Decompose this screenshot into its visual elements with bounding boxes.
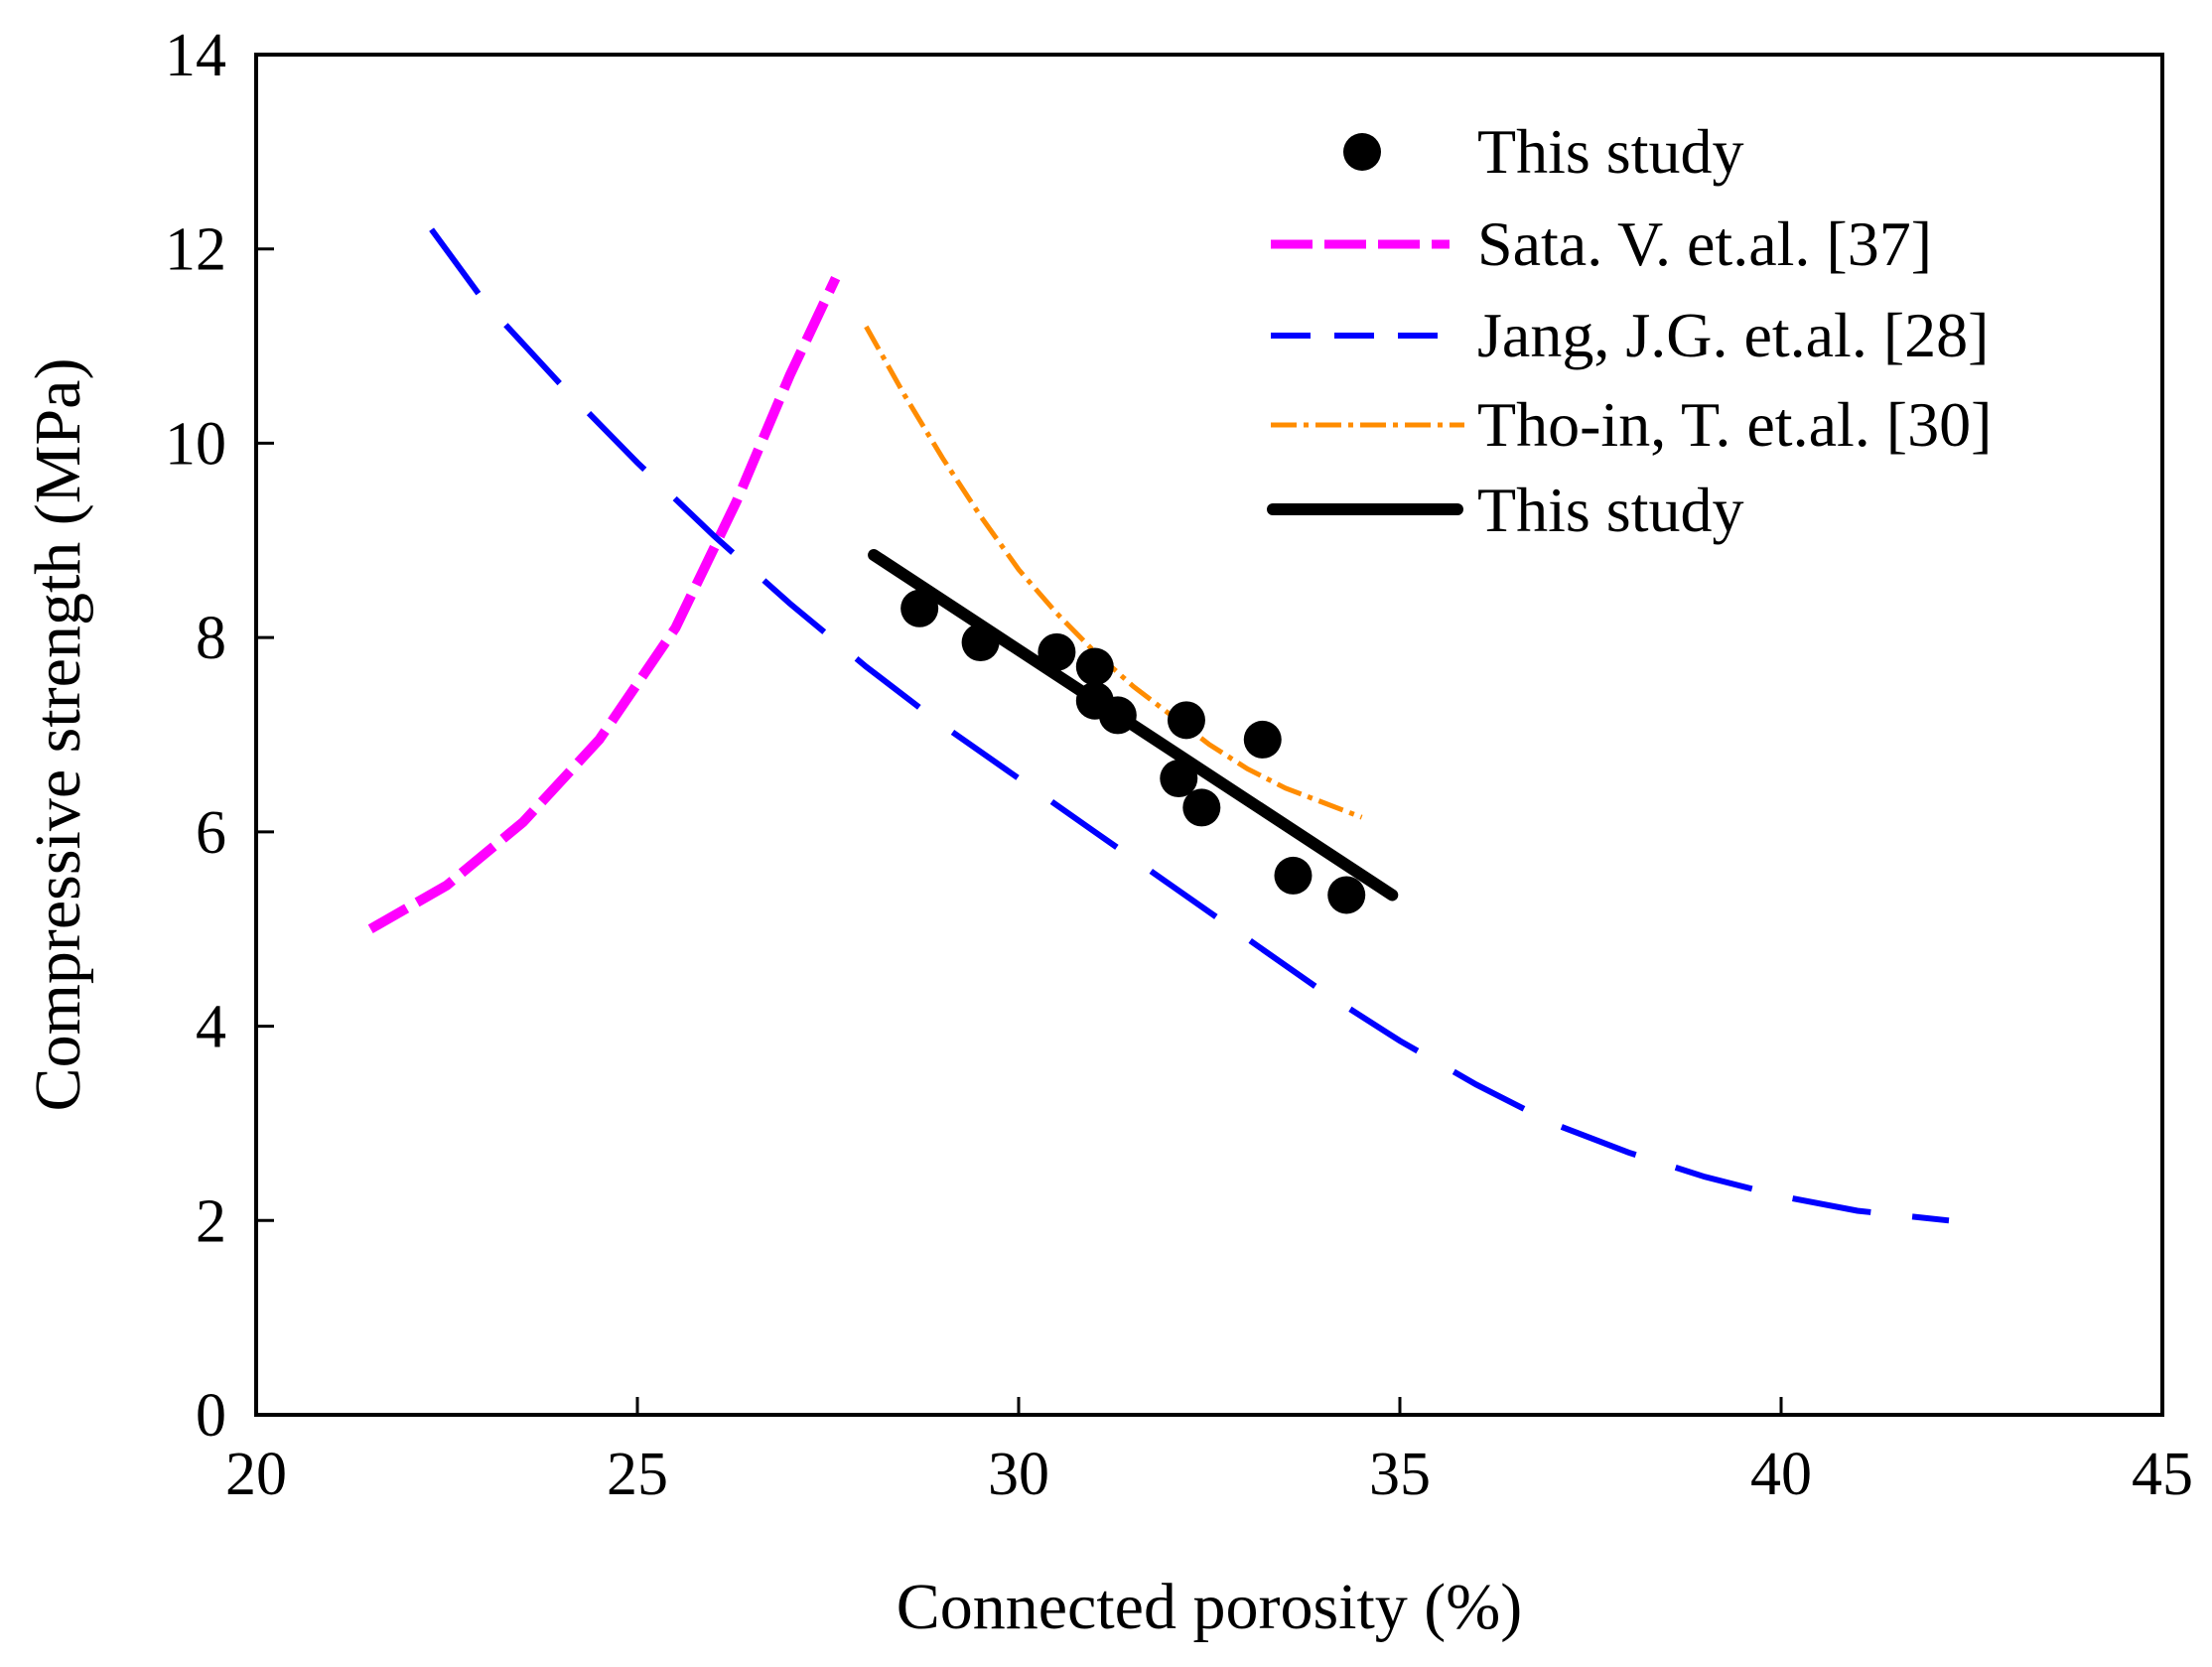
data-point <box>1327 876 1366 914</box>
legend-label-this-study-line: This study <box>1477 475 1743 545</box>
y-axis-title: Compressive strength (MPa) <box>22 358 94 1112</box>
legend-label-sata: Sata. V. et.al. [37] <box>1477 208 1932 279</box>
y-tick-label: 8 <box>196 605 226 672</box>
x-ticks: 20 25 30 35 40 45 <box>225 1397 2193 1508</box>
plot-frame <box>254 53 2164 1417</box>
x-axis-title: Connected porosity (%) <box>897 1571 1523 1643</box>
y-tick-label: 10 <box>165 410 226 478</box>
legend-label-tho-in: Tho-in, T. et.al. [30] <box>1477 389 1992 460</box>
x-tick-label: 20 <box>225 1441 287 1508</box>
x-tick-label: 30 <box>988 1441 1049 1508</box>
legend-label-jang: Jang, J.G. et.al. [28] <box>1477 300 1989 370</box>
data-point <box>961 624 1000 662</box>
data-point <box>1160 760 1198 798</box>
data-point <box>1098 696 1137 735</box>
y-tick-label: 2 <box>196 1187 226 1255</box>
data-point <box>1037 632 1076 671</box>
y-tick-label: 12 <box>165 216 226 284</box>
y-tick-label: 6 <box>196 799 226 867</box>
y-ticks: 0 2 4 6 8 10 12 14 <box>165 22 274 1450</box>
data-point <box>1182 788 1221 827</box>
x-tick-label: 45 <box>2132 1441 2193 1508</box>
series-line-tho-in <box>864 325 1363 820</box>
legend-label-this-study-points: This study <box>1477 116 1743 187</box>
legend: This study Sata. V. et.al. [37] Jang, J.… <box>1267 116 1992 545</box>
x-tick-label: 40 <box>1750 1441 1812 1508</box>
x-tick-label: 35 <box>1369 1441 1431 1508</box>
series-line-jang <box>429 227 1950 1224</box>
series-line-sata <box>367 275 841 934</box>
series-points-this-study <box>900 589 1366 914</box>
x-tick-label: 25 <box>607 1441 668 1508</box>
data-point <box>1167 701 1205 740</box>
data-point <box>1075 647 1114 686</box>
data-point <box>1243 720 1282 759</box>
y-tick-label: 0 <box>196 1382 226 1450</box>
legend-marker-this-study-points <box>1343 133 1381 171</box>
data-point <box>900 589 939 627</box>
y-tick-label: 4 <box>196 994 226 1061</box>
data-point <box>1274 856 1313 895</box>
y-tick-label: 14 <box>165 22 226 89</box>
